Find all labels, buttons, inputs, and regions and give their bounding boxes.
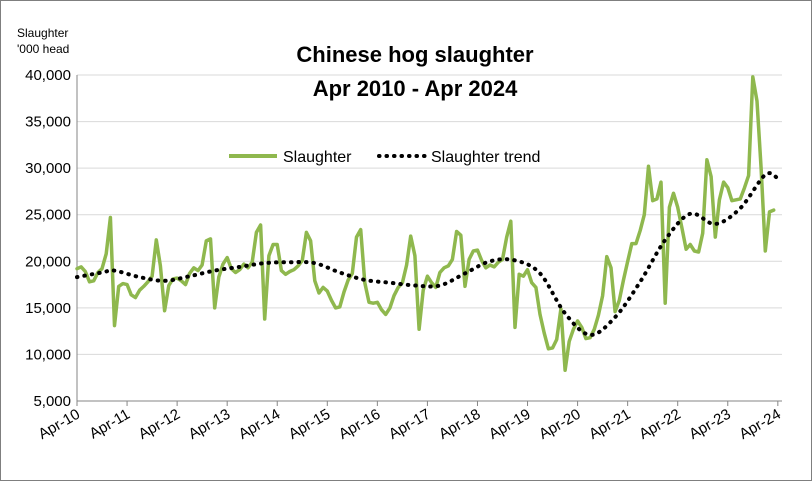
- x-tick-label: Apr-11: [87, 406, 134, 443]
- x-tick-label: Apr-24: [736, 406, 783, 443]
- y-tick-label: 10,000: [25, 346, 71, 363]
- y-tick-label: 30,000: [25, 160, 71, 177]
- series-line-slaughter: [75, 75, 776, 373]
- x-tick-label: Apr-22: [636, 406, 683, 443]
- x-tick-label: Apr-10: [36, 406, 83, 443]
- x-tick-label: Apr-20: [536, 406, 583, 443]
- y-tick-label: 40,000: [25, 67, 71, 84]
- x-tick-label: Apr-18: [436, 406, 483, 443]
- chart-title: Chinese hog slaughter: [296, 42, 534, 67]
- x-tick-label: Apr-14: [236, 406, 283, 443]
- chart-subtitle: Apr 2010 - Apr 2024: [313, 76, 518, 101]
- y-axis-label: Slaughter: [17, 26, 68, 40]
- x-axis-ticks: Apr-10 Apr-11 Apr-12 Apr-13 Apr-14 Apr-15 Apr-…: [36, 401, 784, 443]
- x-tick-label: Apr-21: [586, 406, 633, 443]
- series-lines: [75, 75, 780, 373]
- x-tick-label: Apr-19: [486, 406, 533, 443]
- x-tick-label: Apr-15: [286, 406, 333, 443]
- y-tick-label: 15,000: [25, 300, 71, 317]
- series-line-slaughter-trend: [75, 171, 780, 337]
- x-tick-label: Apr-17: [386, 406, 433, 443]
- y-tick-label: 20,000: [25, 253, 71, 270]
- x-tick-label: Apr-23: [686, 406, 733, 443]
- y-tick-label: 5,000: [33, 393, 71, 410]
- y-tick-label: 35,000: [25, 114, 71, 131]
- x-tick-label: Apr-12: [136, 406, 183, 443]
- legend-label-slaughter: Slaughter: [283, 149, 352, 166]
- y-axis-ticks: 5,000 10,000 15,000 20,000 25,000 30,000 35,00…: [25, 67, 71, 410]
- y-axis-unit: '000 head: [17, 42, 69, 56]
- legend-label-trend: Slaughter trend: [431, 149, 540, 166]
- gridlines: [77, 74, 782, 355]
- x-tick-label: Apr-13: [186, 406, 233, 443]
- x-tick-label: Apr-16: [336, 406, 383, 443]
- y-tick-label: 25,000: [25, 207, 71, 224]
- axes: [76, 75, 782, 402]
- legend: Slaughter Slaughter trend: [229, 149, 540, 166]
